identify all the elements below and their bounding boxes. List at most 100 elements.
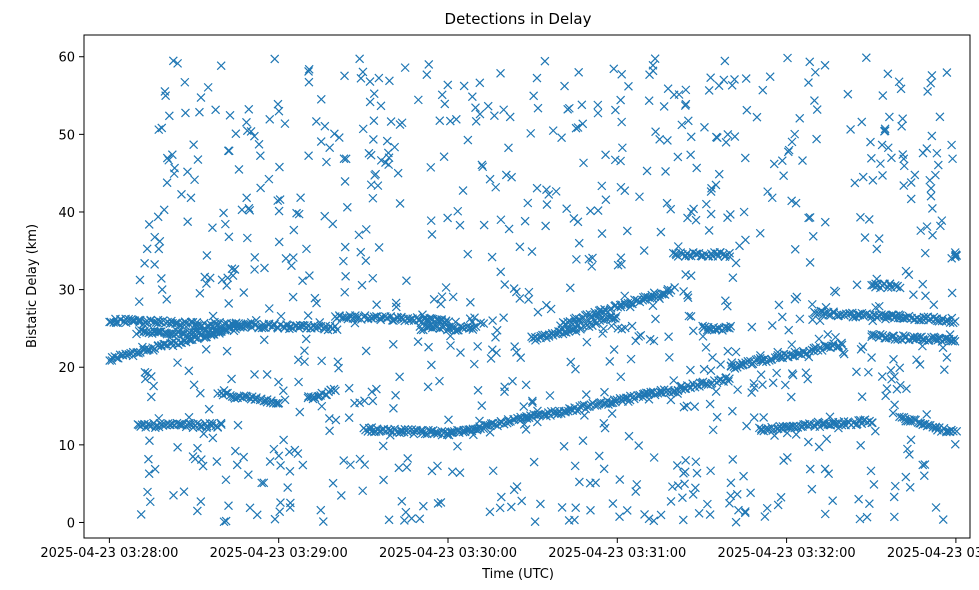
- data-point: [931, 503, 941, 512]
- data-point: [338, 256, 348, 266]
- data-point: [367, 387, 377, 397]
- data-point: [184, 366, 194, 376]
- data-point: [639, 246, 649, 255]
- data-point: [157, 285, 167, 294]
- data-point: [495, 503, 505, 513]
- data-point: [562, 204, 572, 214]
- data-point: [320, 121, 330, 131]
- data-point: [692, 468, 702, 478]
- data-point: [706, 73, 716, 83]
- data-point: [702, 499, 712, 509]
- data-point: [541, 409, 551, 419]
- data-point: [402, 276, 411, 286]
- data-point: [657, 289, 667, 299]
- data-point: [168, 56, 178, 66]
- data-point: [727, 80, 737, 90]
- data-point: [814, 334, 824, 344]
- data-point: [367, 313, 377, 323]
- data-point: [856, 440, 866, 450]
- data-point: [607, 409, 617, 419]
- data-point: [500, 387, 509, 397]
- data-point: [648, 301, 658, 311]
- data-point: [670, 283, 680, 292]
- data-point: [688, 326, 698, 336]
- data-point: [162, 294, 172, 304]
- data-point: [593, 108, 603, 118]
- data-point: [294, 209, 304, 219]
- data-point: [686, 150, 696, 160]
- data-point: [854, 494, 864, 504]
- data-point: [280, 119, 290, 129]
- data-point: [193, 443, 202, 453]
- data-point: [609, 345, 619, 354]
- data-point: [160, 86, 170, 96]
- data-point: [369, 312, 379, 322]
- data-point: [656, 385, 666, 395]
- data-point: [837, 338, 846, 348]
- data-point: [532, 183, 542, 193]
- data-point: [814, 442, 824, 452]
- data-point: [624, 81, 633, 91]
- data-point: [371, 384, 381, 394]
- data-point: [341, 154, 351, 164]
- data-point: [259, 335, 269, 345]
- data-point: [203, 321, 213, 331]
- data-point: [425, 313, 435, 323]
- data-point: [216, 61, 226, 71]
- data-point: [790, 129, 800, 139]
- data-point: [801, 368, 811, 378]
- data-point: [143, 487, 152, 497]
- data-point: [243, 470, 253, 480]
- data-point: [866, 137, 875, 147]
- data-point: [640, 292, 650, 302]
- data-point: [216, 420, 226, 429]
- data-point: [444, 322, 454, 332]
- data-point: [942, 68, 952, 77]
- data-point: [188, 452, 198, 461]
- data-point: [701, 199, 711, 209]
- data-point: [883, 69, 893, 79]
- x-axis: 2025-04-23 03:28:00 2025-04-23 03:29:00 20…: [40, 538, 979, 561]
- data-point: [317, 401, 327, 411]
- data-point: [867, 418, 877, 428]
- data-point: [858, 342, 868, 352]
- data-point: [322, 157, 331, 167]
- y-tick-label: 40: [58, 206, 75, 221]
- data-point: [887, 153, 896, 163]
- data-point: [942, 333, 952, 343]
- data-point: [935, 221, 945, 231]
- data-point: [278, 386, 288, 396]
- data-point: [895, 380, 905, 390]
- data-point: [281, 254, 291, 263]
- data-point: [787, 340, 797, 350]
- data-point: [774, 300, 784, 310]
- data-point: [407, 513, 417, 523]
- data-point: [515, 242, 525, 252]
- x-tick-label: 2025-04-23 03:30:00: [379, 546, 517, 561]
- data-point: [107, 356, 117, 365]
- data-point: [162, 178, 172, 188]
- data-point: [905, 482, 915, 492]
- data-point: [333, 357, 343, 367]
- data-point: [476, 424, 485, 434]
- data-point: [329, 129, 339, 139]
- data-point: [692, 163, 702, 173]
- data-point: [275, 507, 285, 517]
- data-point: [250, 265, 259, 274]
- data-point: [927, 203, 937, 213]
- data-point: [245, 503, 255, 513]
- data-point: [899, 154, 909, 164]
- data-point: [358, 486, 368, 496]
- data-point: [919, 312, 929, 322]
- data-point: [768, 378, 778, 388]
- data-point: [773, 424, 783, 434]
- data-point: [157, 123, 167, 133]
- data-point: [581, 390, 591, 399]
- data-point: [342, 202, 352, 212]
- data-point: [691, 457, 701, 467]
- data-point: [773, 500, 783, 510]
- data-point: [492, 325, 502, 335]
- data-point: [705, 510, 715, 519]
- data-point: [921, 291, 930, 301]
- data-point: [507, 172, 517, 182]
